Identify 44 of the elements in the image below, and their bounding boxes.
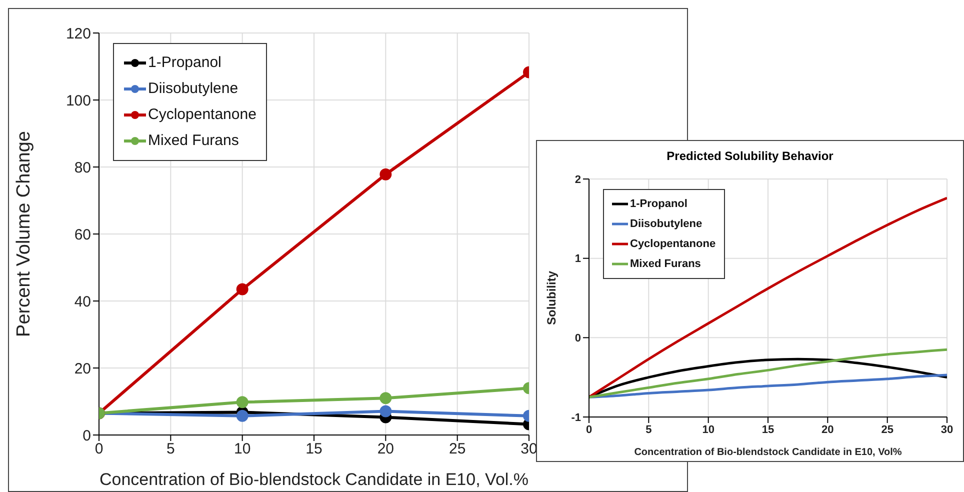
x-tick-label: 5 bbox=[646, 424, 652, 436]
line-series bbox=[589, 348, 947, 398]
chart-title: Predicted Solubility Behavior bbox=[666, 149, 834, 163]
y-tick-label: 80 bbox=[74, 159, 91, 176]
x-tick-label: 15 bbox=[306, 440, 322, 458]
point bbox=[380, 405, 392, 418]
x-tick-label: 15 bbox=[762, 424, 774, 436]
line-series bbox=[589, 374, 947, 398]
legend-label: Cyclopentanone bbox=[148, 105, 256, 125]
x-tick-label: 30 bbox=[520, 440, 538, 458]
x-tick-label: 5 bbox=[166, 440, 175, 458]
x-tick-label: 20 bbox=[377, 440, 394, 458]
legend-label: 1-Propanol bbox=[630, 197, 688, 212]
point bbox=[380, 168, 392, 180]
legend-label: Diisobutylene bbox=[148, 79, 238, 99]
y-tick-label: 40 bbox=[74, 293, 91, 310]
point bbox=[236, 283, 248, 296]
x-tick-label: 0 bbox=[94, 440, 104, 458]
legend-label: Cyclopentanone bbox=[630, 237, 716, 252]
y-tick-label: 0 bbox=[574, 332, 581, 345]
x-tick-label: 0 bbox=[586, 424, 592, 436]
legend-label: Mixed Furans bbox=[630, 257, 701, 272]
y-tick-label: 2 bbox=[574, 174, 581, 186]
x-tick-label: 20 bbox=[822, 424, 834, 436]
y-tick-label: 100 bbox=[66, 92, 91, 110]
y-axis-title: Solubility bbox=[544, 270, 558, 325]
x-tick-label: 30 bbox=[940, 424, 954, 436]
y-tick-label: 20 bbox=[74, 360, 91, 378]
point bbox=[236, 410, 248, 422]
x-tick-label: 25 bbox=[448, 440, 466, 458]
y-tick-label: 1 bbox=[574, 253, 581, 266]
x-tick-label: 25 bbox=[881, 424, 894, 436]
x-tick-label: 10 bbox=[234, 440, 251, 458]
legend-label: Diisobutylene bbox=[630, 217, 702, 232]
x-axis-title: Concentration of Bio-blendstock Candidate in E10, Vol% bbox=[634, 447, 902, 458]
line-series bbox=[589, 196, 947, 398]
legend-label: Mixed Furans bbox=[148, 131, 239, 151]
y-axis-title: Percent Volume Change bbox=[14, 131, 35, 337]
y-tick-label: 60 bbox=[74, 226, 91, 244]
x-axis-title: Concentration of Bio-blendstock Candidate in E10, Vol.% bbox=[99, 470, 529, 489]
y-tick-label: -1 bbox=[571, 412, 581, 424]
y-tick-label: 120 bbox=[66, 25, 91, 42]
x-tick-label: 10 bbox=[702, 424, 714, 436]
legend-label: 1-Propanol bbox=[148, 53, 222, 73]
